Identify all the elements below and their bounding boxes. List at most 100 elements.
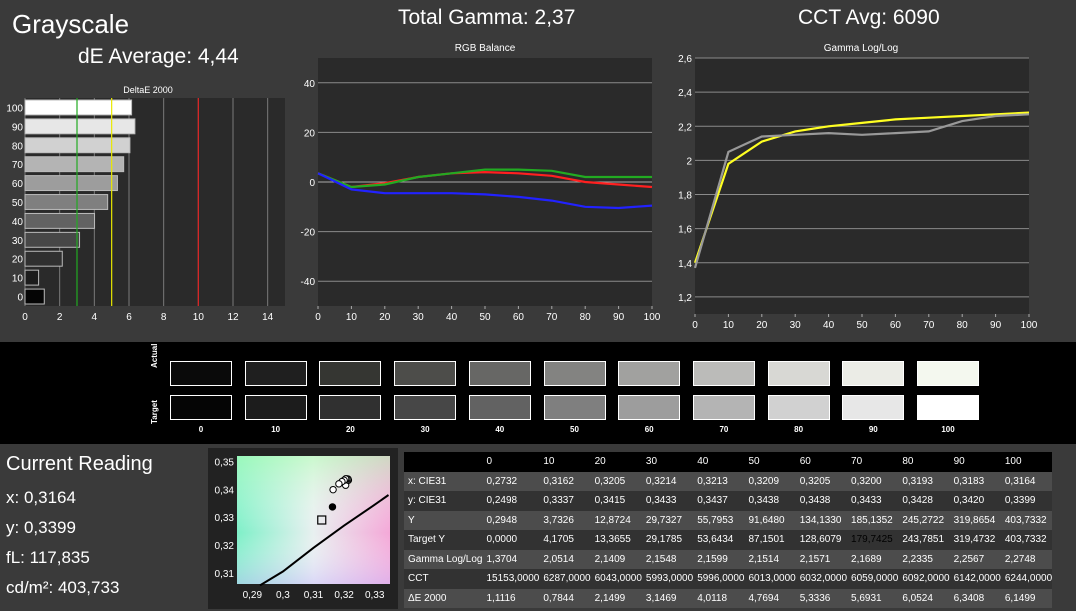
- actual-swatch: [543, 361, 606, 386]
- table-cell: 6092,0000: [898, 569, 950, 589]
- deltae-x-tick: 14: [262, 312, 274, 323]
- table-cell: 5,6931: [847, 588, 899, 608]
- table-cell: 2,2748: [1000, 549, 1053, 569]
- table-column-header: 20: [590, 452, 642, 472]
- deltae-bar: [24, 288, 45, 305]
- swatch-level-label: 30: [420, 425, 430, 434]
- table-cell: 6043,0000: [590, 569, 642, 589]
- gamma-y-tick: 1,6: [678, 225, 692, 236]
- table-cell: 0,3437: [693, 491, 745, 511]
- target-swatch: [170, 395, 232, 420]
- target-swatch: [842, 395, 905, 420]
- table-cell: 0,3399: [1000, 491, 1053, 511]
- deltae-y-tick: 90: [12, 122, 24, 133]
- table-cell: 2,1571: [795, 549, 848, 569]
- planckian-locus: [259, 494, 390, 587]
- cie-target-marker: [317, 515, 327, 525]
- swatch-level-label: 80: [794, 425, 804, 434]
- table-cell: 6287,0000: [539, 569, 591, 589]
- table-cell: 4,1705: [539, 530, 591, 550]
- table-cell: 0,3164: [1000, 471, 1053, 491]
- deltae-bar: [24, 231, 81, 248]
- gamma-series-line: [693, 113, 1030, 269]
- table-cell: 6032,0000: [795, 569, 848, 589]
- table-cell: 2,1689: [847, 549, 899, 569]
- table-cell: 245,2722: [898, 510, 950, 530]
- gamma-x-tick: 70: [923, 320, 935, 328]
- target-swatch: [468, 395, 531, 420]
- deltae-y-tick: 20: [12, 255, 24, 266]
- table-corner-cell: [404, 452, 483, 472]
- gamma-plot-area: [695, 58, 1029, 314]
- table-cell: 0,0000: [482, 530, 540, 550]
- rgb-y-tick: 20: [304, 128, 316, 139]
- actual-swatch: [917, 361, 979, 386]
- deltae-bar: [24, 175, 118, 192]
- rgb-x-tick: 90: [613, 312, 625, 323]
- table-cell: 0,3209: [744, 471, 796, 491]
- gamma-y-tick: 2,4: [678, 88, 692, 99]
- table-cell: 0,3205: [590, 471, 642, 491]
- table-cell: 6,1499: [1000, 588, 1053, 608]
- table-cell: 0,3162: [539, 471, 591, 491]
- table-cell: 134,1330: [795, 510, 848, 530]
- table-row-label: Gamma Log/Log: [404, 549, 483, 569]
- deltae-x-tick: 12: [227, 312, 239, 323]
- target-row-label: Target: [150, 400, 159, 424]
- table-cell: 2,1514: [744, 549, 796, 569]
- target-swatch: [767, 395, 830, 420]
- table-row-label: Target Y: [404, 530, 483, 550]
- cie-chart: 0,29 0,3 0,31 0,32 0,33 0,35 0,34 0,33 0,32 0,31: [208, 448, 398, 609]
- deltae-bar: [24, 250, 63, 267]
- table-row-label: ΔE 2000: [404, 588, 483, 608]
- gamma-y-tick: 1,2: [678, 293, 692, 304]
- table-cell: 0,3193: [898, 471, 950, 491]
- table-column-header: 0: [482, 452, 540, 472]
- actual-swatch: [170, 361, 232, 386]
- table-cell: 6244,0000: [1000, 569, 1053, 589]
- actual-swatch: [767, 361, 830, 386]
- swatch-level-label: 10: [271, 425, 281, 434]
- target-swatch: [394, 395, 457, 420]
- table-cell: 13,3655: [590, 530, 642, 550]
- gamma-y-tick: 2,2: [678, 122, 692, 133]
- actual-swatch: [244, 361, 307, 386]
- table-cell: 0,3205: [795, 471, 848, 491]
- gamma-y-tick: 2,6: [678, 54, 692, 65]
- table-cell: 1,3704: [482, 549, 540, 569]
- rgb-series-line: [317, 172, 653, 210]
- gamma-x-tick: 20: [756, 320, 768, 328]
- gamma-y-tick: 1,8: [678, 191, 692, 202]
- rgb-y-tick: 0: [309, 178, 315, 189]
- measurement-table: 0 10 20 30 40 50 60 70 80 90 100 x: CIE31 0,2732 0,31…: [404, 452, 1053, 608]
- cie-measured-point: [335, 480, 343, 488]
- cct-avg-label: CCT Avg: 6090: [798, 6, 940, 29]
- deltae-bar: [24, 212, 96, 229]
- table-cell: 2,1548: [641, 549, 694, 569]
- current-reading-title: Current Reading: [6, 453, 153, 475]
- table-cell: 0,3433: [641, 491, 694, 511]
- page-title: Grayscale: [12, 9, 130, 39]
- swatch-level-label: 70: [719, 425, 729, 434]
- table-cell: 0,2732: [482, 471, 540, 491]
- cie-y-tick: 0,34: [215, 485, 235, 496]
- gamma-x-tick: 40: [823, 320, 835, 328]
- table-row-label: Y: [404, 510, 483, 530]
- table-row: Y 0,2948 3,7326 12,8724 29,7327 55,7953 91,648…: [404, 510, 1053, 530]
- grayscale-swatch-panel: Actual Target 0 10 20 30 40 50 60 70 80 90 100: [0, 342, 1076, 444]
- actual-swatch: [319, 361, 382, 386]
- table-cell: 6142,0000: [949, 569, 1001, 589]
- table-cell: 29,1785: [641, 530, 694, 550]
- reading-fl: fL: 117,835: [6, 548, 90, 567]
- deltae-y-tick: 100: [6, 103, 23, 114]
- table-cell: 0,3438: [795, 491, 848, 511]
- table-cell: 53,6434: [693, 530, 745, 550]
- table-cell: 15153,0000: [482, 569, 540, 589]
- table-cell: 29,7327: [641, 510, 694, 530]
- swatch-level-label: 60: [644, 425, 654, 434]
- table-cell: 5,3336: [795, 588, 848, 608]
- rgb-x-tick: 50: [479, 312, 491, 323]
- deltae-y-tick: 70: [12, 160, 24, 171]
- cie-x-tick: 0,32: [334, 590, 354, 601]
- table-cell: 4,0118: [693, 588, 745, 608]
